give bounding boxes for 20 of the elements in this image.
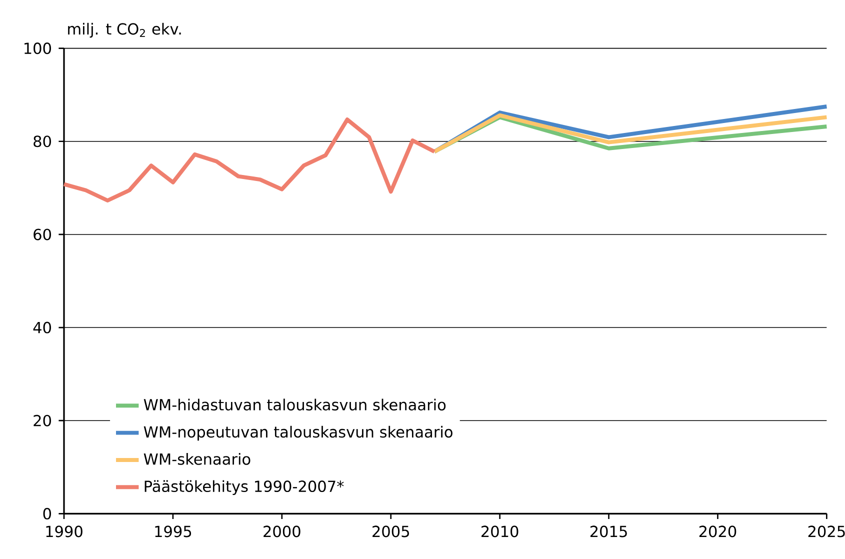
y-tick-label: 40 bbox=[33, 322, 51, 334]
legend-label: WM-skenaario bbox=[144, 453, 250, 465]
x-tick-label: 2010 bbox=[482, 526, 518, 538]
y-tick-label: 80 bbox=[34, 136, 51, 148]
y-tick-label: 20 bbox=[34, 414, 51, 426]
x-tick-label: 2005 bbox=[372, 526, 409, 538]
x-tick-label: 2025 bbox=[808, 526, 845, 538]
legend-label: Päästökehitys 1990-2007* bbox=[144, 480, 344, 496]
y-tick-label: 0 bbox=[43, 508, 51, 520]
x-tick-label: 2015 bbox=[590, 526, 627, 538]
legend-label: WM-nopeutuvan talouskasvun skenaario bbox=[144, 426, 452, 441]
legend-label: WM-hidastuvan talouskasvun skenaario bbox=[144, 398, 446, 410]
x-tick-label: 2000 bbox=[264, 526, 300, 538]
x-tick-label: 1995 bbox=[155, 526, 192, 538]
x-tick-label: 1990 bbox=[46, 526, 82, 538]
x-tick-label: 2020 bbox=[699, 526, 736, 538]
line-series bbox=[62, 118, 436, 202]
y-tick-label: 60 bbox=[34, 228, 51, 240]
y-tick-label: 100 bbox=[24, 42, 51, 54]
y-axis-title: milj. t CO$_{2}$ ekv. bbox=[68, 22, 181, 38]
